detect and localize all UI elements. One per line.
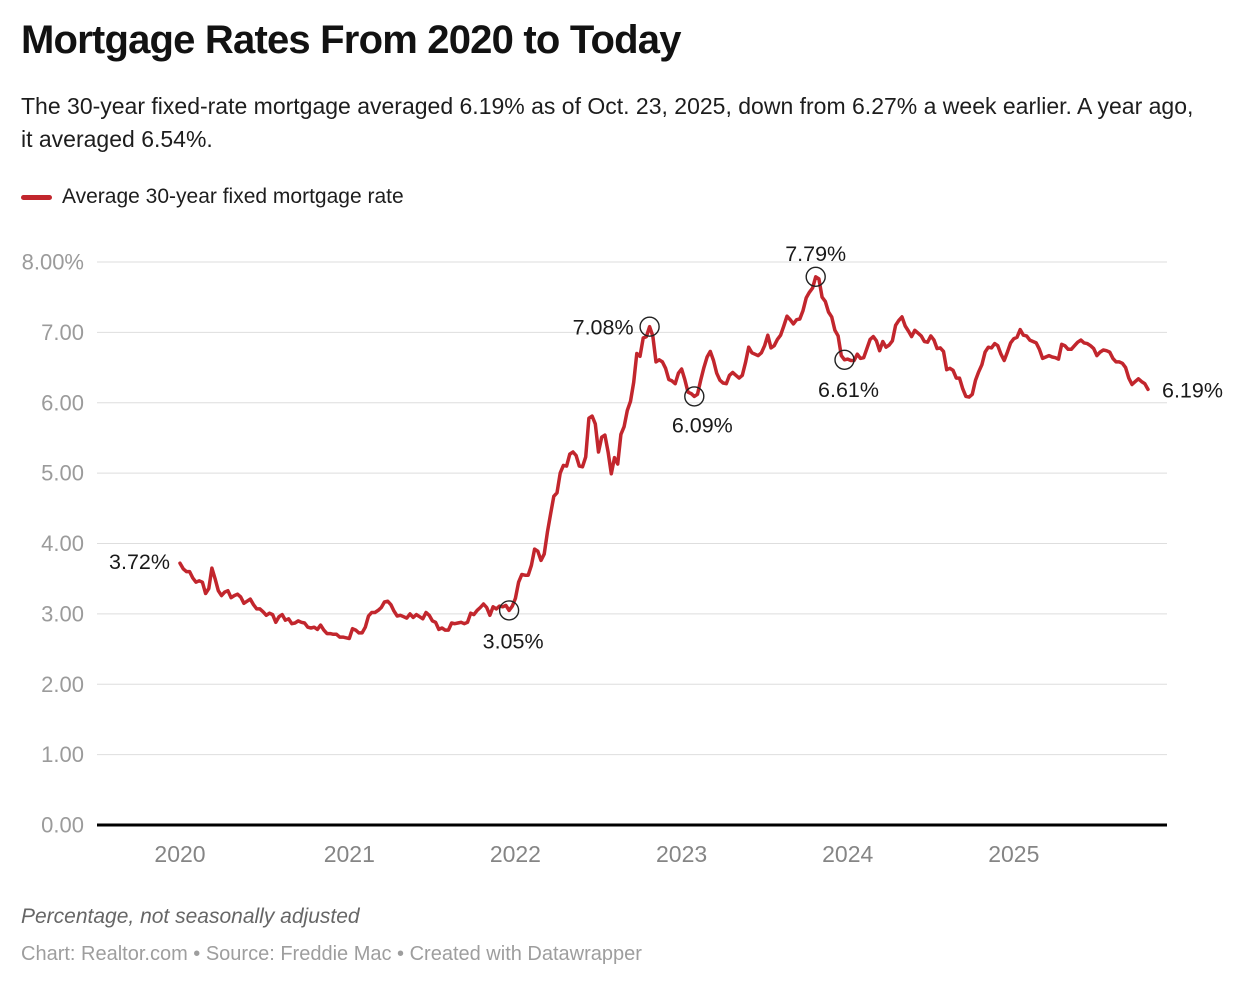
y-axis-label: 0.00	[41, 813, 84, 838]
x-axis-label: 2024	[822, 841, 873, 867]
y-axis-label: 3.00	[41, 601, 84, 626]
legend-line-swatch	[21, 194, 52, 200]
x-axis-label: 2021	[324, 841, 375, 867]
annotation-label: 6.09%	[672, 413, 733, 437]
chart-area: 0.00 1.00 2.00 3.00 4.00 5.00 6.00 7.00 8.00% 202…	[0, 228, 1240, 873]
x-axis-label: 2025	[988, 841, 1039, 867]
y-axis-label: 2.00	[41, 672, 84, 697]
chart-title: Mortgage Rates From 2020 to Today	[21, 18, 681, 62]
y-axis-label: 6.00	[41, 390, 84, 415]
annotation-label: 6.61%	[818, 378, 879, 402]
x-axis-label: 2023	[656, 841, 707, 867]
annotation-marker	[498, 600, 520, 621]
byline: Chart: Realtor.com • Source: Freddie Mac…	[21, 943, 642, 965]
annotation-label: 7.08%	[573, 316, 634, 340]
y-axis-label: 1.00	[41, 742, 84, 767]
x-axis-label: 2020	[154, 841, 205, 867]
y-axis-label: 5.00	[41, 461, 84, 486]
annotation-label: 6.19%	[1162, 378, 1223, 402]
mortgage-rate-line-chart: 0.00 1.00 2.00 3.00 4.00 5.00 6.00 7.00 8.00% 202…	[22, 242, 1223, 867]
annotation-label: 7.79%	[785, 242, 846, 266]
x-axis-label: 2022	[490, 841, 541, 867]
annotation-marker	[639, 316, 660, 337]
annotation-marker	[834, 349, 855, 371]
rate-line	[178, 275, 1150, 641]
legend: Average 30-year fixed mortgage rate	[21, 185, 404, 209]
y-axis-label: 7.00	[41, 320, 84, 345]
annotation-label: 3.05%	[483, 629, 544, 653]
annotation-marker	[805, 266, 826, 287]
y-axis-label: 4.00	[41, 531, 84, 556]
annotation-label: 3.72%	[109, 550, 170, 574]
legend-label: Average 30-year fixed mortgage rate	[62, 185, 404, 208]
annotation-marker	[684, 386, 705, 407]
footnote: Percentage, not seasonally adjusted	[21, 905, 360, 928]
chart-description: The 30-year fixed-rate mortgage averaged…	[21, 93, 1194, 152]
y-axis-label: 8.00%	[22, 250, 84, 275]
